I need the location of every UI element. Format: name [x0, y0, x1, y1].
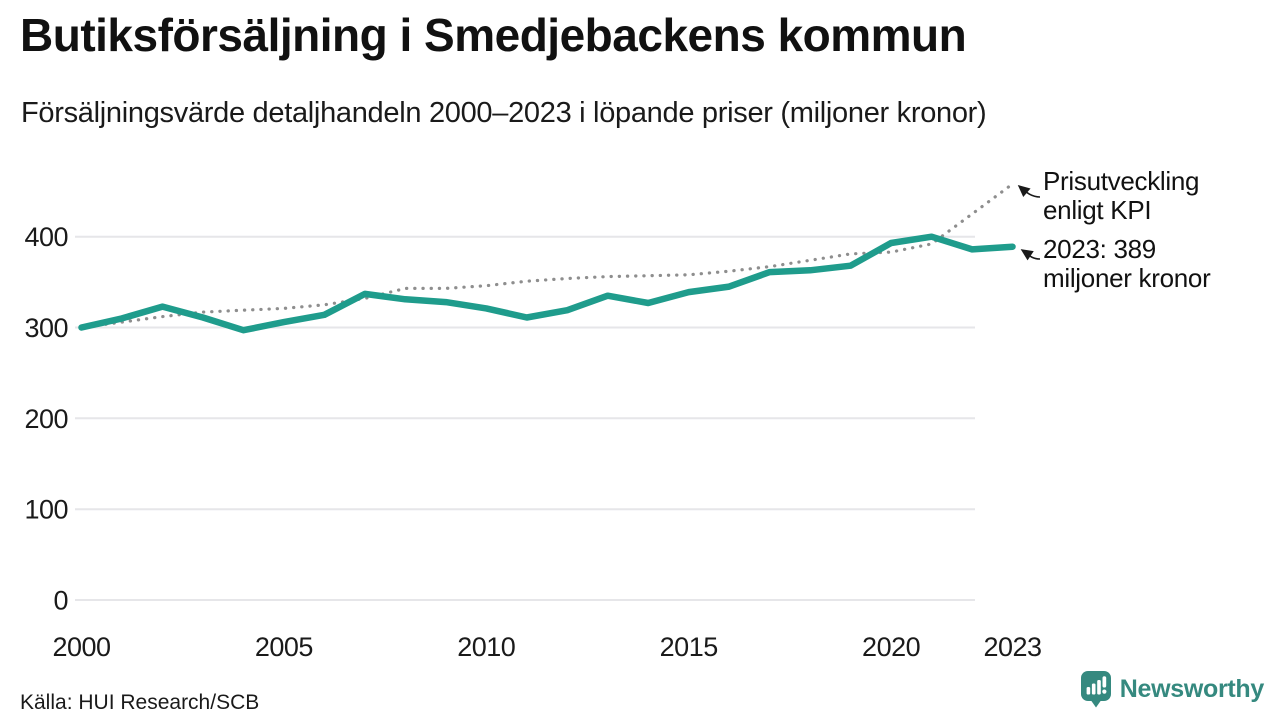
newsworthy-icon [1080, 671, 1111, 708]
svg-text:2010: 2010 [457, 632, 515, 662]
annotation-kpi: Prisutveckling enligt KPI [1043, 166, 1200, 225]
arrow-to-kpi-line [1017, 184, 1041, 198]
annotation-latest-value: 2023: 389 miljoner kronor [1043, 234, 1211, 293]
annotation-latest-line2: miljoner kronor [1043, 263, 1211, 293]
annotation-kpi-line1: Prisutveckling [1043, 166, 1200, 196]
y-axis-tick-labels: 0 100 200 300 400 [24, 222, 68, 615]
arrow-to-sales-line [1020, 249, 1041, 261]
svg-text:2005: 2005 [255, 632, 313, 662]
annotation-latest-line1: 2023: 389 [1043, 234, 1156, 264]
source-note: Källa: HUI Research/SCB [20, 691, 260, 714]
svg-text:200: 200 [24, 404, 68, 434]
newsworthy-logo: Newsworthy [1080, 670, 1264, 708]
sales-line [78, 233, 1016, 334]
kpi-dotted-line [79, 182, 1015, 330]
page-subtitle: Försäljningsvärde detaljhandeln 2000–202… [21, 97, 987, 129]
annotation-arrows [1017, 184, 1041, 261]
svg-text:0: 0 [53, 586, 68, 616]
svg-text:2020: 2020 [862, 632, 920, 662]
x-axis-tick-labels: 2000 2005 2010 2015 2020 2023 [52, 632, 1042, 662]
newsworthy-wordmark: Newsworthy [1119, 674, 1265, 703]
svg-text:2015: 2015 [660, 632, 718, 662]
page-title: Butiksförsäljning i Smedjebackens kommun [20, 9, 967, 61]
annotation-kpi-line2: enligt KPI [1043, 195, 1152, 225]
svg-text:2000: 2000 [52, 632, 110, 662]
y-gridlines [75, 235, 975, 601]
svg-text:300: 300 [24, 313, 68, 343]
svg-text:100: 100 [24, 495, 68, 525]
svg-text:400: 400 [24, 222, 68, 252]
svg-text:2023: 2023 [983, 632, 1041, 662]
